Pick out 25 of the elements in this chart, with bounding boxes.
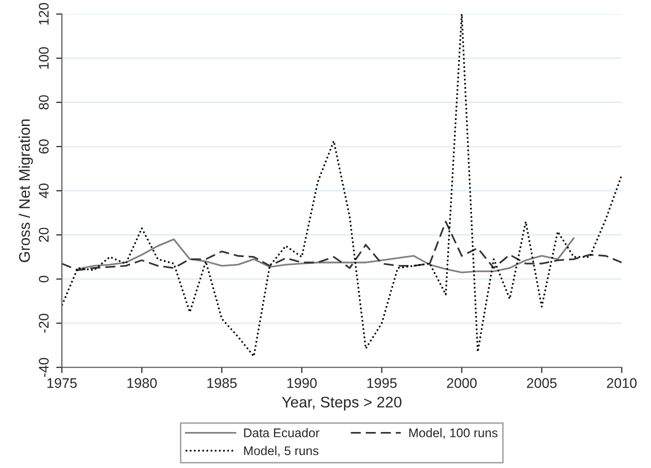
line-series xyxy=(77,237,575,274)
legend-label: Data Ecuador xyxy=(244,428,320,438)
y-tick-label: 100 xyxy=(38,47,49,69)
legend-label: Model, 100 runs xyxy=(409,428,498,439)
y-tick-label: 40 xyxy=(38,184,49,198)
legend-label: Model, 5 runs xyxy=(244,446,318,457)
y-tick-label: 20 xyxy=(38,228,49,242)
y-tick-label: 120 xyxy=(38,2,49,25)
x-tick-label: 1990 xyxy=(287,378,317,388)
x-tick-label: 2010 xyxy=(606,378,637,388)
y-axis-title: Gross / Net Migration xyxy=(18,120,33,262)
x-tick-label: 2000 xyxy=(446,378,477,388)
y-tick-label: 0 xyxy=(38,276,49,282)
y-tick-label: 60 xyxy=(38,139,49,154)
y-tick-label: -40 xyxy=(38,358,49,377)
line-series xyxy=(62,14,622,358)
y-tick-label: -20 xyxy=(38,314,49,333)
x-tick-label: 1985 xyxy=(207,378,237,388)
x-tick-label: 2005 xyxy=(526,378,557,388)
x-tick-label: 1980 xyxy=(127,378,157,388)
y-tick-label: 80 xyxy=(38,95,49,110)
x-tick-label: 1995 xyxy=(367,378,397,388)
x-axis-title: Year, Steps > 220 xyxy=(282,396,402,411)
line-series xyxy=(62,220,622,272)
x-tick-label: 1975 xyxy=(47,378,77,388)
